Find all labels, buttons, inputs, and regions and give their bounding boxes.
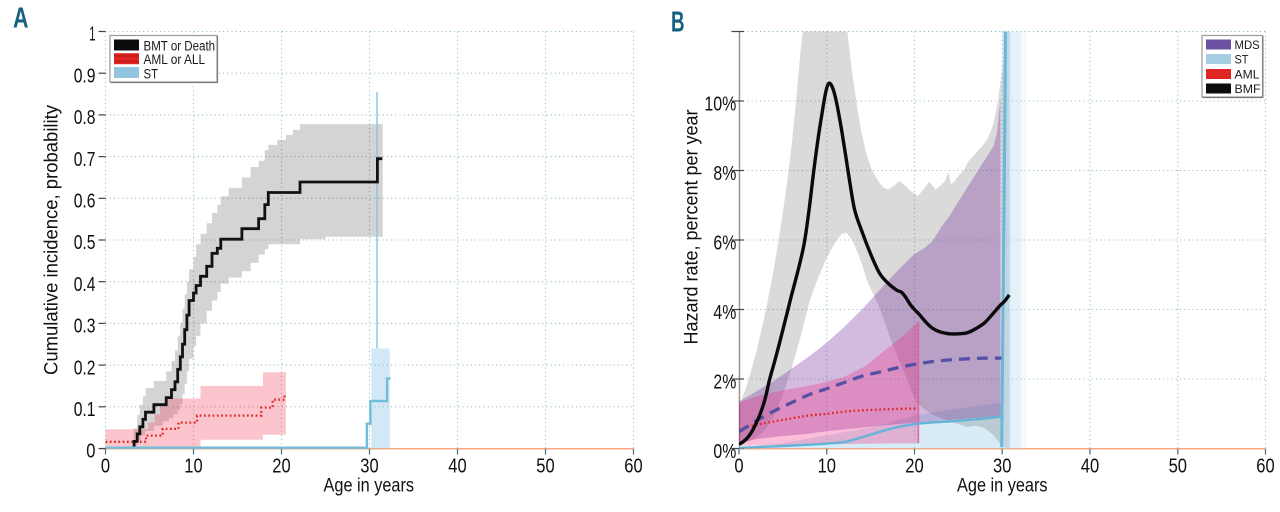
svg-text:AML: AML <box>1235 68 1261 81</box>
svg-text:B: B <box>671 7 685 39</box>
svg-text:40: 40 <box>1081 455 1099 478</box>
svg-text:A: A <box>13 3 29 35</box>
svg-text:10: 10 <box>184 455 202 478</box>
svg-text:2%: 2% <box>713 371 736 394</box>
svg-text:Cumulative incidence, probabil: Cumulative incidence, probability <box>42 105 63 375</box>
svg-text:20: 20 <box>905 455 923 478</box>
svg-text:0.2: 0.2 <box>74 356 96 379</box>
svg-text:6%: 6% <box>713 232 736 255</box>
svg-text:0.4: 0.4 <box>74 273 96 296</box>
svg-text:4%: 4% <box>713 301 736 324</box>
svg-text:0.8: 0.8 <box>74 106 96 129</box>
svg-text:0: 0 <box>86 440 95 463</box>
svg-text:ST: ST <box>144 66 159 82</box>
svg-text:60: 60 <box>624 455 642 478</box>
svg-text:AML or ALL: AML or ALL <box>144 52 206 68</box>
svg-text:BMT or Death: BMT or Death <box>144 38 216 54</box>
svg-text:Hazard rate, percent per year: Hazard rate, percent per year <box>682 109 703 345</box>
svg-text:0.3: 0.3 <box>74 315 96 338</box>
svg-text:0%: 0% <box>713 440 736 463</box>
svg-text:0.6: 0.6 <box>74 190 96 213</box>
svg-text:Age in years: Age in years <box>324 476 415 497</box>
svg-text:MDS: MDS <box>1235 39 1260 52</box>
svg-text:0.5: 0.5 <box>74 231 96 254</box>
svg-text:60: 60 <box>1256 455 1274 478</box>
svg-text:0: 0 <box>734 455 743 478</box>
svg-text:50: 50 <box>1169 455 1187 478</box>
svg-text:8%: 8% <box>713 162 736 185</box>
svg-text:BMF: BMF <box>1235 83 1261 96</box>
svg-text:0.1: 0.1 <box>74 398 96 421</box>
svg-text:ST: ST <box>1235 53 1249 66</box>
svg-text:0.9: 0.9 <box>74 64 96 87</box>
svg-text:30: 30 <box>360 455 378 478</box>
svg-text:50: 50 <box>536 455 554 478</box>
svg-text:10: 10 <box>818 455 836 478</box>
svg-text:0.7: 0.7 <box>74 148 96 171</box>
svg-text:30: 30 <box>993 455 1011 478</box>
svg-text:0: 0 <box>101 455 110 478</box>
svg-text:20: 20 <box>272 455 290 478</box>
svg-text:40: 40 <box>448 455 466 478</box>
svg-text:1: 1 <box>89 23 95 46</box>
svg-text:10%: 10% <box>704 93 736 116</box>
svg-text:Age in years: Age in years <box>957 476 1048 497</box>
